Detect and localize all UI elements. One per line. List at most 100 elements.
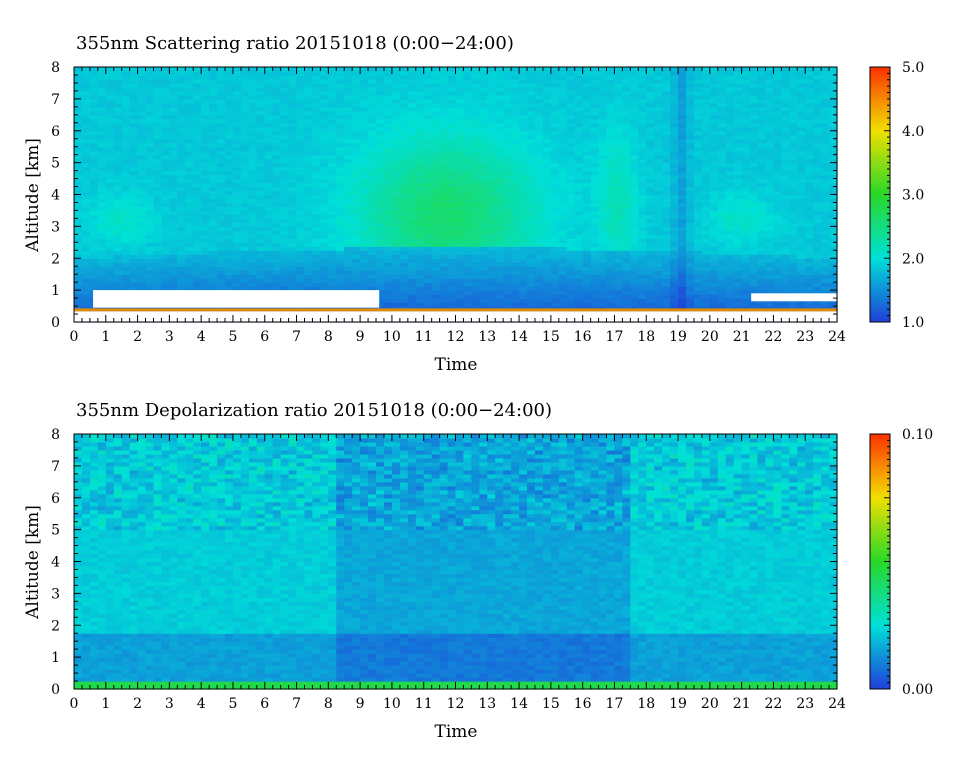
- heatmap-cell: [582, 170, 592, 176]
- heatmap-cell: [121, 102, 131, 108]
- heatmap-cell: [232, 198, 242, 204]
- heatmap-cell: [670, 166, 679, 172]
- heatmap-cell: [399, 282, 409, 287]
- heatmap-cell: [662, 67, 671, 72]
- heatmap-cell: [439, 154, 449, 160]
- heatmap-cell: [193, 170, 202, 176]
- heatmap-cell: [614, 150, 624, 156]
- heatmap-cell: [304, 138, 314, 144]
- heatmap-cell: [685, 114, 695, 120]
- heatmap-cell: [129, 218, 139, 223]
- heatmap-cell: [137, 86, 147, 92]
- heatmap-cell: [217, 138, 226, 144]
- heatmap-cell: [248, 182, 258, 188]
- heatmap-cell: [312, 194, 321, 200]
- heatmap-cell: [511, 67, 520, 72]
- heatmap-cell: [685, 218, 695, 223]
- heatmap-cell: [105, 98, 115, 104]
- heatmap-cell: [654, 138, 663, 144]
- heatmap-cell: [121, 98, 131, 104]
- heatmap-cell: [352, 274, 361, 279]
- heatmap-cell: [185, 162, 194, 168]
- heatmap-cell: [471, 114, 480, 120]
- heatmap-cell: [598, 242, 608, 247]
- heatmap-cell: [352, 230, 361, 235]
- heatmap-cell: [74, 206, 83, 212]
- heatmap-cell: [264, 174, 274, 180]
- heatmap-cell: [550, 162, 560, 168]
- heatmap-cell: [503, 266, 512, 271]
- heatmap-cell: [423, 262, 433, 267]
- heatmap-cell: [288, 218, 298, 223]
- heatmap-cell: [248, 258, 258, 263]
- heatmap-cell: [296, 67, 306, 72]
- heatmap-cell: [368, 266, 377, 271]
- heatmap-cell: [399, 242, 409, 247]
- heatmap-cell: [153, 142, 163, 148]
- heatmap-cell: [463, 238, 472, 243]
- heatmap-cell: [137, 162, 147, 168]
- heatmap-cell: [201, 118, 210, 124]
- heatmap-cell: [296, 162, 306, 168]
- heatmap-cell: [415, 250, 425, 255]
- heatmap-cell: [527, 70, 536, 76]
- heatmap-cell: [678, 162, 687, 168]
- heatmap-cell: [376, 214, 385, 219]
- heatmap-cell: [217, 270, 226, 275]
- heatmap-cell: [685, 230, 695, 235]
- heatmap-cell: [137, 206, 147, 212]
- heatmap-cell: [97, 206, 107, 212]
- heatmap-cell: [598, 114, 608, 120]
- heatmap-cell: [431, 258, 441, 263]
- heatmap-cell: [336, 170, 345, 176]
- heatmap-cell: [74, 194, 83, 200]
- heatmap-cell: [622, 258, 631, 263]
- heatmap-cell: [479, 298, 488, 303]
- heatmap-cell: [391, 98, 401, 104]
- heatmap-cell: [161, 166, 170, 172]
- heatmap-cell: [344, 170, 353, 176]
- heatmap-cell: [304, 254, 314, 259]
- heatmap-cell: [455, 270, 465, 275]
- heatmap-cell: [105, 266, 115, 271]
- heatmap-cell: [360, 222, 369, 227]
- heatmap-cell: [646, 190, 655, 196]
- heatmap-cell: [590, 158, 600, 164]
- heatmap-cell: [439, 114, 449, 120]
- heatmap-cell: [519, 254, 528, 259]
- heatmap-cell: [169, 262, 178, 267]
- heatmap-cell: [169, 162, 178, 168]
- heatmap-cell: [328, 242, 337, 247]
- heatmap-cell: [415, 67, 425, 72]
- heatmap-cell: [153, 106, 163, 112]
- heatmap-cell: [360, 86, 369, 92]
- heatmap-cell: [296, 170, 306, 176]
- heatmap-cell: [336, 74, 345, 80]
- heatmap-cell: [527, 78, 536, 84]
- heatmap-cell: [654, 302, 663, 307]
- heatmap-cell: [376, 98, 385, 104]
- heatmap-cell: [598, 214, 608, 219]
- heatmap-cell: [240, 166, 250, 172]
- heatmap-cell: [391, 242, 401, 247]
- heatmap-cell: [89, 218, 99, 223]
- heatmap-cell: [217, 130, 226, 136]
- heatmap-cell: [407, 246, 417, 251]
- heatmap-cell: [439, 218, 449, 223]
- heatmap-cell: [590, 294, 600, 299]
- heatmap-cell: [304, 218, 314, 223]
- heatmap-cell: [582, 74, 592, 80]
- heatmap-cell: [527, 254, 536, 259]
- heatmap-cell: [217, 198, 226, 204]
- heatmap-cell: [145, 198, 155, 204]
- heatmap-cell: [662, 78, 671, 84]
- heatmap-cell: [646, 150, 655, 156]
- heatmap-cell: [193, 114, 202, 120]
- heatmap-cell: [598, 162, 608, 168]
- heatmap-cell: [431, 94, 441, 100]
- heatmap-cell: [320, 286, 329, 291]
- heatmap-cell: [542, 174, 552, 180]
- heatmap-cell: [240, 70, 250, 76]
- heatmap-cell: [320, 94, 329, 100]
- heatmap-cell: [614, 126, 624, 132]
